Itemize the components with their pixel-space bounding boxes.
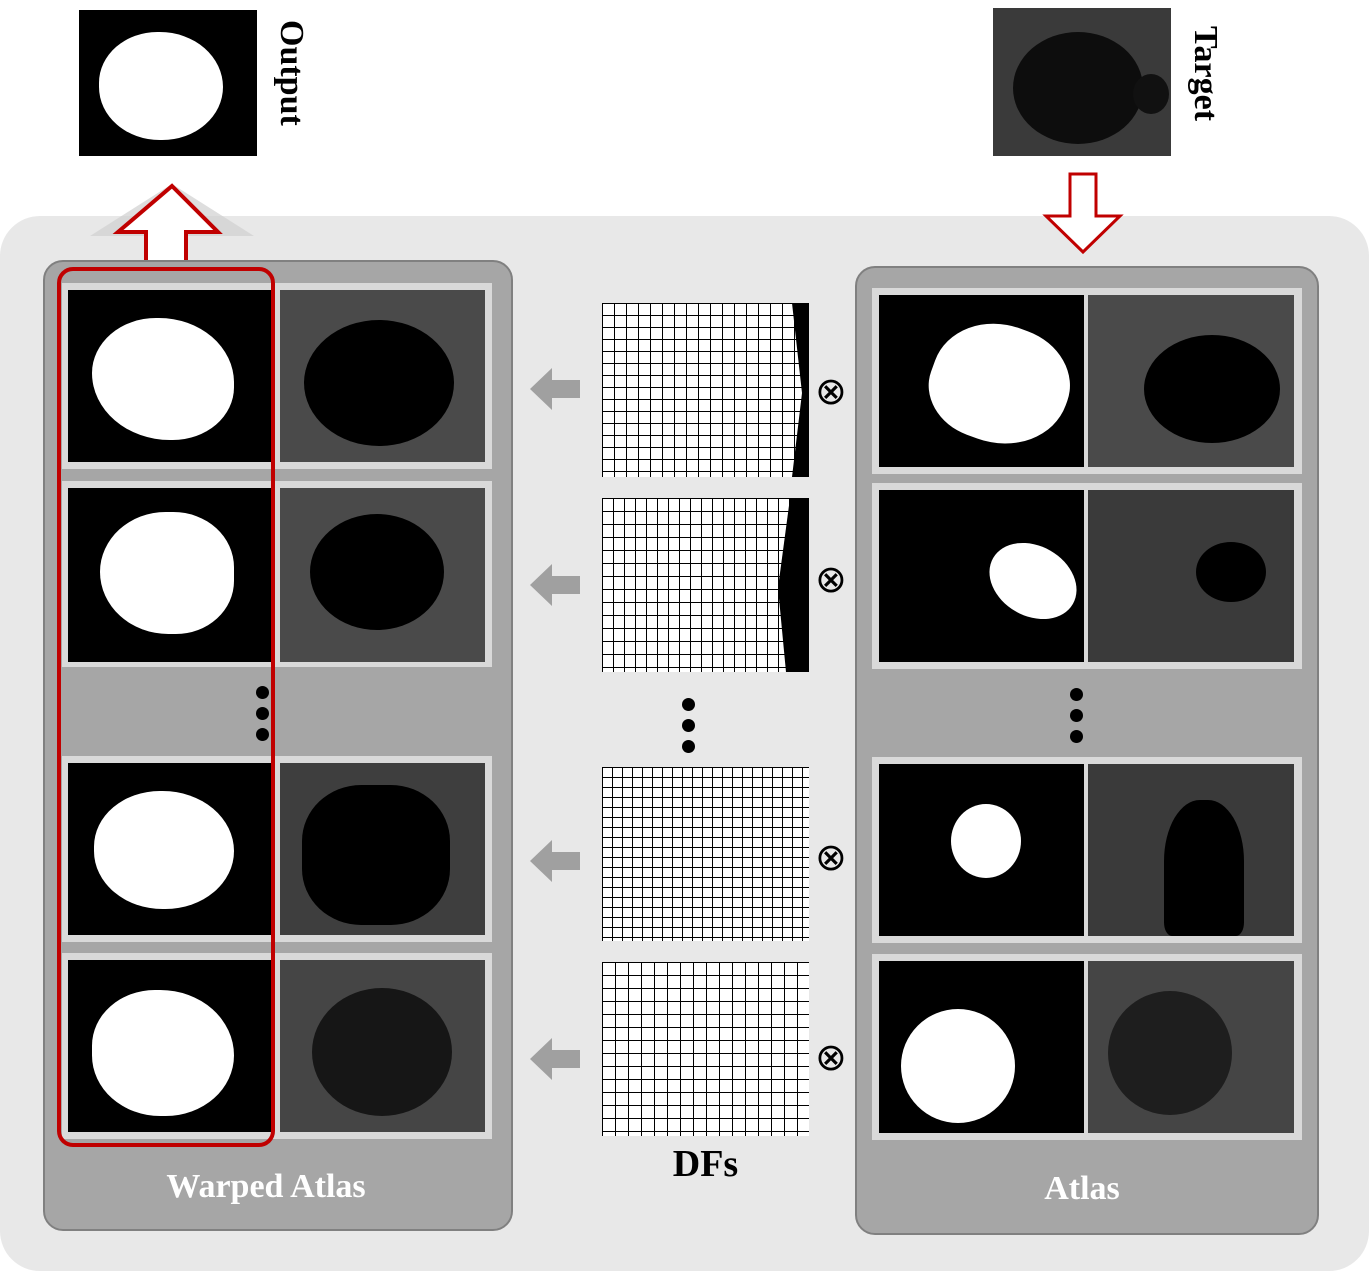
warped-mask-4 — [68, 960, 274, 1132]
deformation-field-4 — [602, 962, 809, 1136]
multiply-operator-3: ⊗ — [815, 835, 847, 879]
output-mask-image — [79, 10, 257, 156]
left-arrow-icon-4 — [530, 1038, 580, 1080]
atlas-ultrasound-2 — [1088, 490, 1294, 662]
atlas-ellipsis — [1070, 688, 1083, 751]
atlas-ultrasound-1 — [1088, 295, 1294, 467]
left-arrow-icon-1 — [530, 368, 580, 410]
dfs-caption: DFs — [672, 1143, 739, 1185]
atlas-mask-1 — [879, 295, 1084, 467]
deformation-field-3 — [602, 767, 809, 941]
dfs-ellipsis — [682, 698, 695, 761]
warped-ultrasound-2 — [280, 488, 485, 662]
multiply-operator-1: ⊗ — [815, 369, 847, 413]
atlas-mask-2 — [879, 490, 1084, 662]
atlas-ultrasound-4 — [1088, 961, 1294, 1133]
warped-mask-3 — [68, 763, 274, 935]
warped-mask-2 — [68, 488, 274, 662]
warped-atlas-caption: Warped Atlas — [166, 1168, 366, 1205]
target-label: Target — [1187, 26, 1224, 122]
up-arrow-icon — [90, 183, 254, 272]
deformation-field-1 — [602, 303, 809, 477]
warped-ultrasound-4 — [280, 960, 485, 1132]
warped-ultrasound-1 — [280, 290, 485, 462]
left-arrow-icon-2 — [530, 564, 580, 606]
deformation-field-2 — [602, 498, 809, 672]
atlas-ultrasound-3 — [1088, 764, 1294, 936]
left-arrow-icon-3 — [530, 840, 580, 882]
down-arrow-icon — [1042, 172, 1124, 255]
atlas-caption: Atlas — [1044, 1170, 1120, 1207]
target-image — [993, 8, 1171, 156]
atlas-mask-3 — [879, 764, 1084, 936]
output-selection-frame — [57, 267, 275, 1147]
multiply-operator-2: ⊗ — [815, 557, 847, 601]
warped-mask-1 — [68, 290, 274, 462]
atlas-mask-4 — [879, 961, 1084, 1133]
warped-ultrasound-3 — [280, 763, 485, 935]
multiply-operator-4: ⊗ — [815, 1035, 847, 1079]
warped-ellipsis — [256, 686, 269, 749]
output-label: Output — [273, 20, 310, 126]
